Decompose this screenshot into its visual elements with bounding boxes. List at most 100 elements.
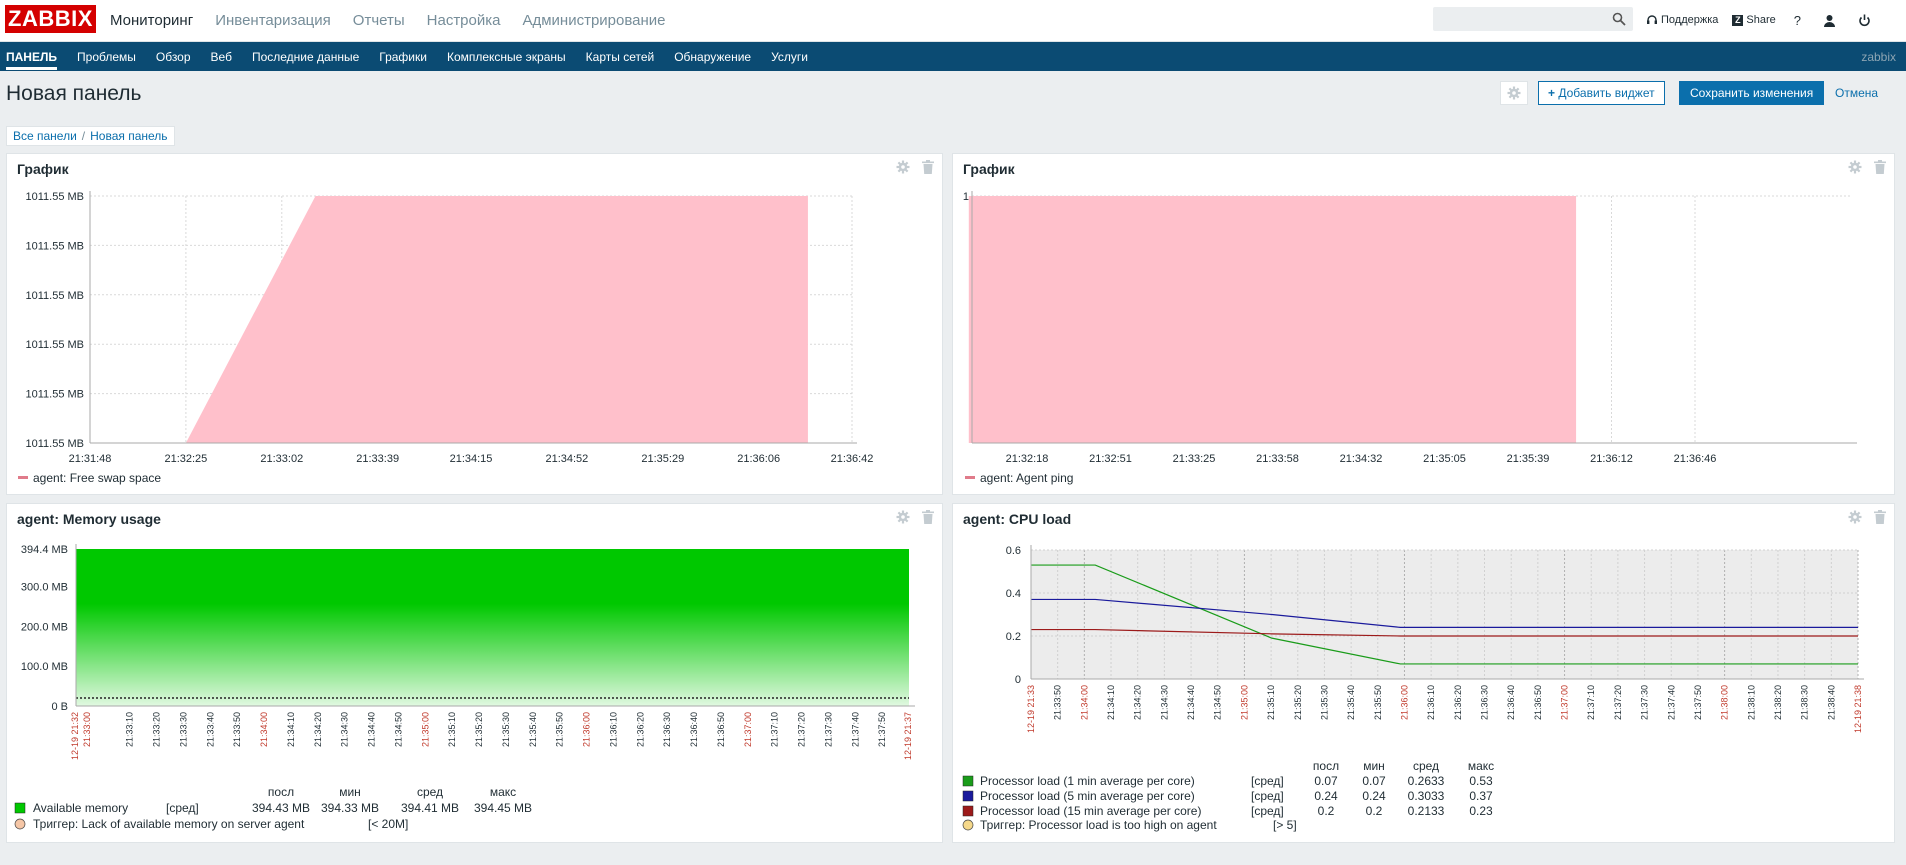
y-tick-label: 0.2 bbox=[1006, 631, 1021, 643]
x-tick-label: 21:34:15 bbox=[450, 453, 493, 465]
top-bar: ZABBIX Мониторинг Инвентаризация Отчеты … bbox=[0, 0, 1906, 42]
support-link[interactable]: Поддержка bbox=[1646, 14, 1718, 26]
breadcrumb-current[interactable]: Новая панель bbox=[90, 129, 168, 143]
legend-stat-value: 0.2133 bbox=[1408, 804, 1445, 818]
submenu-overview[interactable]: Обзор bbox=[155, 49, 191, 64]
trash-icon[interactable] bbox=[922, 510, 936, 524]
submenu-discovery[interactable]: Обнаружение bbox=[674, 49, 752, 64]
legend-label: agent: Agent ping bbox=[980, 471, 1073, 485]
search-input[interactable] bbox=[1433, 7, 1633, 31]
x-tick-label: 21:36:50 bbox=[716, 712, 726, 747]
x-tick-label-major: 21:35:00 bbox=[420, 712, 430, 747]
x-tick-label: 21:35:40 bbox=[528, 712, 538, 747]
trigger-condition: [< 20M] bbox=[368, 817, 408, 831]
legend-stat-value: 0.07 bbox=[1314, 774, 1338, 788]
cancel-button[interactable]: Отмена bbox=[1835, 86, 1879, 100]
gear-icon[interactable] bbox=[896, 160, 910, 174]
x-tick-label-major: 21:37:00 bbox=[743, 712, 753, 747]
plus-icon: + bbox=[1548, 86, 1556, 100]
x-tick-label: 21:34:10 bbox=[1106, 685, 1116, 720]
submenu-services[interactable]: Услуги bbox=[771, 49, 809, 64]
submenu-screens[interactable]: Комплексные экраны bbox=[446, 49, 566, 64]
legend-stat-value: 394.33 MB bbox=[321, 801, 379, 815]
legend-series-name: Processor load (15 min average per core) bbox=[980, 804, 1201, 818]
x-tick-label-major: 12-19 21:33 bbox=[1026, 685, 1036, 733]
save-changes-button[interactable]: Сохранить изменения bbox=[1679, 81, 1825, 105]
gear-icon[interactable] bbox=[896, 510, 910, 524]
x-tick-label: 21:34:20 bbox=[313, 712, 323, 747]
gear-icon[interactable] bbox=[1848, 510, 1862, 524]
x-tick-label-major: 12-19 21:32 bbox=[70, 712, 80, 760]
logout-link[interactable] bbox=[1858, 14, 1871, 27]
y-tick-label: 394.4 MB bbox=[21, 544, 68, 556]
headset-icon bbox=[1647, 15, 1657, 24]
legend-swatch bbox=[962, 775, 974, 787]
server-name: zabbix bbox=[1861, 50, 1896, 64]
power-icon bbox=[1859, 14, 1870, 26]
submenu-graphs[interactable]: Графики bbox=[379, 49, 427, 64]
chart-cpu-load: 12-19 21:33 21:33:50 21:34:00 21:34:10 21:34… bbox=[962, 545, 1864, 832]
legend-stat-value: 0.2 bbox=[1318, 804, 1335, 818]
trash-icon[interactable] bbox=[1874, 160, 1888, 174]
gear-icon[interactable] bbox=[1848, 160, 1862, 174]
x-tick-label: 21:35:05 bbox=[1423, 453, 1466, 465]
x-tick-label: 21:38:30 bbox=[1800, 685, 1810, 720]
menu-configuration[interactable]: Настройка bbox=[426, 11, 501, 29]
legend-swatch bbox=[965, 476, 975, 479]
x-tick-label: 21:35:10 bbox=[447, 712, 457, 747]
widget-title: agent: CPU load bbox=[963, 511, 1072, 527]
submenu-maps[interactable]: Карты сетей bbox=[585, 49, 655, 64]
x-tick-label: 21:33:02 bbox=[260, 453, 303, 465]
menu-monitoring[interactable]: Мониторинг bbox=[110, 11, 194, 29]
zabbix-logo[interactable]: ZABBIX bbox=[5, 5, 96, 33]
dashboard-settings-button[interactable] bbox=[1500, 81, 1528, 105]
widget-cpu-load[interactable]: agent: CPU load 12-19 21:33 21:33:50 21:34… bbox=[952, 503, 1895, 843]
x-tick-label: 21:36:40 bbox=[1506, 685, 1516, 720]
x-tick-label: 21:31:48 bbox=[69, 453, 112, 465]
x-tick-label: 21:36:40 bbox=[689, 712, 699, 747]
trash-icon[interactable] bbox=[922, 160, 936, 174]
breadcrumb-all-dashboards[interactable]: Все панели bbox=[13, 129, 77, 143]
y-tick-label: 100.0 MB bbox=[21, 661, 68, 673]
menu-administration[interactable]: Администрирование bbox=[522, 11, 666, 29]
stat-header: макс bbox=[1468, 759, 1494, 773]
x-tick-label: 21:33:30 bbox=[178, 712, 188, 747]
x-tick-label: 21:34:40 bbox=[367, 712, 377, 747]
search-icon[interactable] bbox=[1612, 12, 1626, 26]
x-tick-label: 21:33:20 bbox=[152, 712, 162, 747]
x-tick-label: 21:35:30 bbox=[501, 712, 511, 747]
x-tick-label: 21:34:20 bbox=[1133, 685, 1143, 720]
x-tick-label: 21:37:50 bbox=[1693, 685, 1703, 720]
legend-label: agent: Free swap space bbox=[33, 471, 161, 485]
plot-area bbox=[1031, 550, 1858, 679]
widget-free-swap[interactable]: График 1011.55 MB 1011.55 MB 1011.55 MB 101… bbox=[6, 153, 943, 495]
share-link[interactable]: Z Share bbox=[1732, 14, 1776, 26]
x-tick-label: 21:34:50 bbox=[393, 712, 403, 747]
x-tick-label: 21:36:20 bbox=[1453, 685, 1463, 720]
trash-icon[interactable] bbox=[1874, 510, 1888, 524]
menu-inventory[interactable]: Инвентаризация bbox=[215, 11, 331, 29]
menu-reports[interactable]: Отчеты bbox=[352, 11, 405, 29]
submenu-web[interactable]: Веб bbox=[210, 49, 232, 64]
widget-agent-ping[interactable]: График 1 21:32:18 21:32:51 21:33:25 21:33:58… bbox=[952, 153, 1895, 495]
x-tick-label: 21:35:50 bbox=[1373, 685, 1383, 720]
breadcrumb-separator: / bbox=[81, 129, 86, 143]
submenu-latest-data[interactable]: Последние данные bbox=[251, 49, 360, 64]
legend-series-name: Available memory bbox=[33, 801, 128, 815]
legend-stat-value: 0.37 bbox=[1469, 789, 1493, 803]
widget-actions bbox=[884, 510, 936, 524]
profile-link[interactable] bbox=[1823, 14, 1836, 27]
x-tick-label: 21:33:10 bbox=[125, 712, 135, 747]
widget-title: agent: Memory usage bbox=[17, 511, 161, 527]
x-tick-label: 21:37:10 bbox=[1586, 685, 1596, 720]
stat-header: сред bbox=[1413, 759, 1439, 773]
add-widget-button[interactable]: + Добавить виджет bbox=[1538, 81, 1665, 105]
submenu-problems[interactable]: Проблемы bbox=[77, 49, 136, 64]
help-link[interactable]: ? bbox=[1794, 13, 1801, 28]
legend-stat-value: 0.2 bbox=[1366, 804, 1383, 818]
submenu-dashboard[interactable]: ПАНЕЛЬ bbox=[6, 50, 58, 70]
breadcrumb: Все панели / Новая панель bbox=[6, 126, 175, 146]
y-tick-label: 1011.55 MB bbox=[25, 438, 84, 450]
widget-memory-usage[interactable]: agent: Memory usage 394.4 MB 300.0 MB 200.… bbox=[6, 503, 943, 843]
